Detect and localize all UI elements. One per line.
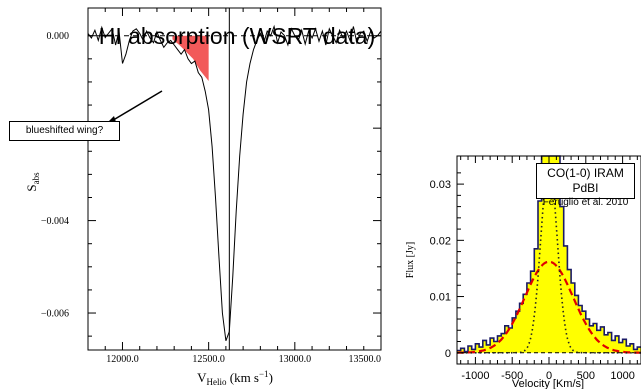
co-y-axis-label: Flux [Jy] <box>405 242 416 278</box>
hi-x-label-exp: −1 <box>259 369 269 379</box>
co-y-tick-label: 0.02 <box>430 235 451 247</box>
co-histogram-fill <box>457 156 641 353</box>
hi-y-axis-label: Sabs <box>24 172 41 192</box>
hi-spectrum-line <box>87 24 382 341</box>
annotation-label: blueshifted wing? <box>9 121 120 141</box>
co-y-tick-label: 0 <box>445 348 451 360</box>
co-x-tick-label: 500 <box>577 370 595 382</box>
hi-x-label-main: V <box>197 370 207 385</box>
co-x-tick-label: 1000 <box>610 370 634 382</box>
hi-y-tick-label: 0.000 <box>47 31 70 42</box>
co-legend-box: CO(1-0) IRAM PdBI Feruglio et al. 2010 <box>536 163 635 208</box>
hi-x-tick-label: 12500.0 <box>192 354 225 365</box>
hi-x-tick-label: 12000.0 <box>106 354 139 365</box>
hi-x-tick-label: 13500.0 <box>349 354 382 365</box>
co-x-axis-label: Velocity [Km/s] <box>512 378 584 389</box>
co-y-tick-label: 0.01 <box>430 292 451 304</box>
hi-x-label-unit: (km s <box>226 370 259 385</box>
hi-x-label-sub: Helio <box>206 377 226 387</box>
blueshifted-wing-shading <box>172 35 209 82</box>
hi-x-tick-label: 13000.0 <box>279 354 312 365</box>
co-legend-line2: Feruglio et al. 2010 <box>542 197 629 208</box>
co-x-tick-label: -1000 <box>461 370 489 382</box>
hi-plot-frame <box>87 7 382 351</box>
co-x-tick-label: 0 <box>546 370 552 382</box>
co-x-tick-label: -500 <box>501 370 523 382</box>
hi-chart-title: HI absorption (WSRT data) <box>99 23 376 49</box>
annotation-arrow <box>109 90 163 123</box>
co-emission-panel: -1000 -500 0 500 1000 0 0.01 0.02 0.03 Velocity [… <box>405 155 641 389</box>
hi-absorption-panel: 12000.012500.013000.013500.00.000−0.002−… <box>24 7 382 387</box>
co-y-tick-label: 0.03 <box>430 179 451 191</box>
hi-x-label-close: ) <box>269 370 273 385</box>
hi-y-label-main: S <box>24 184 39 191</box>
co-legend-line1: CO(1-0) IRAM PdBI <box>547 166 624 195</box>
hi-y-tick-label: −0.004 <box>41 216 69 227</box>
hi-y-label-sub: abs <box>31 172 41 184</box>
hi-y-tick-label: −0.006 <box>41 309 69 320</box>
hi-x-axis-label: VHelio (km s−1) <box>197 369 273 387</box>
